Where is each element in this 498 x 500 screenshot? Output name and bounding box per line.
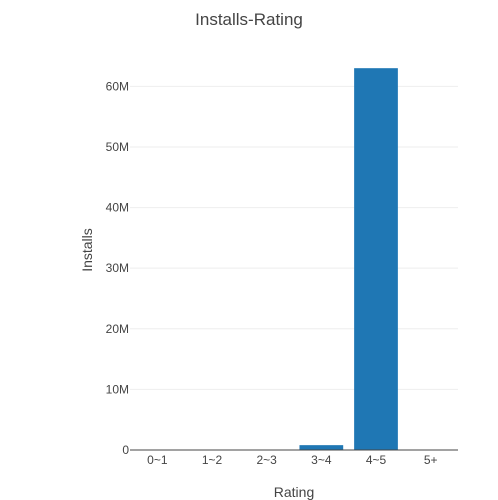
x-tick-label: 2~3 bbox=[256, 453, 277, 467]
bar-4~5[interactable] bbox=[354, 68, 398, 450]
y-tick-label: 40M bbox=[106, 201, 129, 215]
x-tick-label: 0~1 bbox=[147, 453, 168, 467]
x-tick-label: 1~2 bbox=[202, 453, 223, 467]
gridlines bbox=[130, 85, 458, 390]
y-tick-label: 0 bbox=[122, 443, 129, 457]
y-tick-label: 20M bbox=[106, 322, 129, 336]
y-tick-label: 60M bbox=[106, 79, 129, 93]
y-axis-title: Installs bbox=[79, 228, 95, 272]
x-axis-title: Rating bbox=[274, 484, 314, 500]
y-tick-labels: 0 10M 20M 30M 40M 50M 60M bbox=[106, 79, 130, 457]
bars bbox=[299, 68, 398, 450]
x-tick-label: 5+ bbox=[424, 453, 438, 467]
x-tick-label: 4~5 bbox=[366, 453, 387, 467]
y-tick-label: 50M bbox=[106, 140, 129, 154]
y-tick-label: 10M bbox=[106, 382, 129, 396]
y-tick-label: 30M bbox=[106, 261, 129, 275]
x-tick-label: 3~4 bbox=[311, 453, 332, 467]
x-tick-labels: 0~1 1~2 2~3 3~4 4~5 5+ bbox=[147, 453, 437, 467]
chart-title: Installs-Rating bbox=[195, 10, 303, 29]
bar-3~4[interactable] bbox=[299, 445, 344, 450]
